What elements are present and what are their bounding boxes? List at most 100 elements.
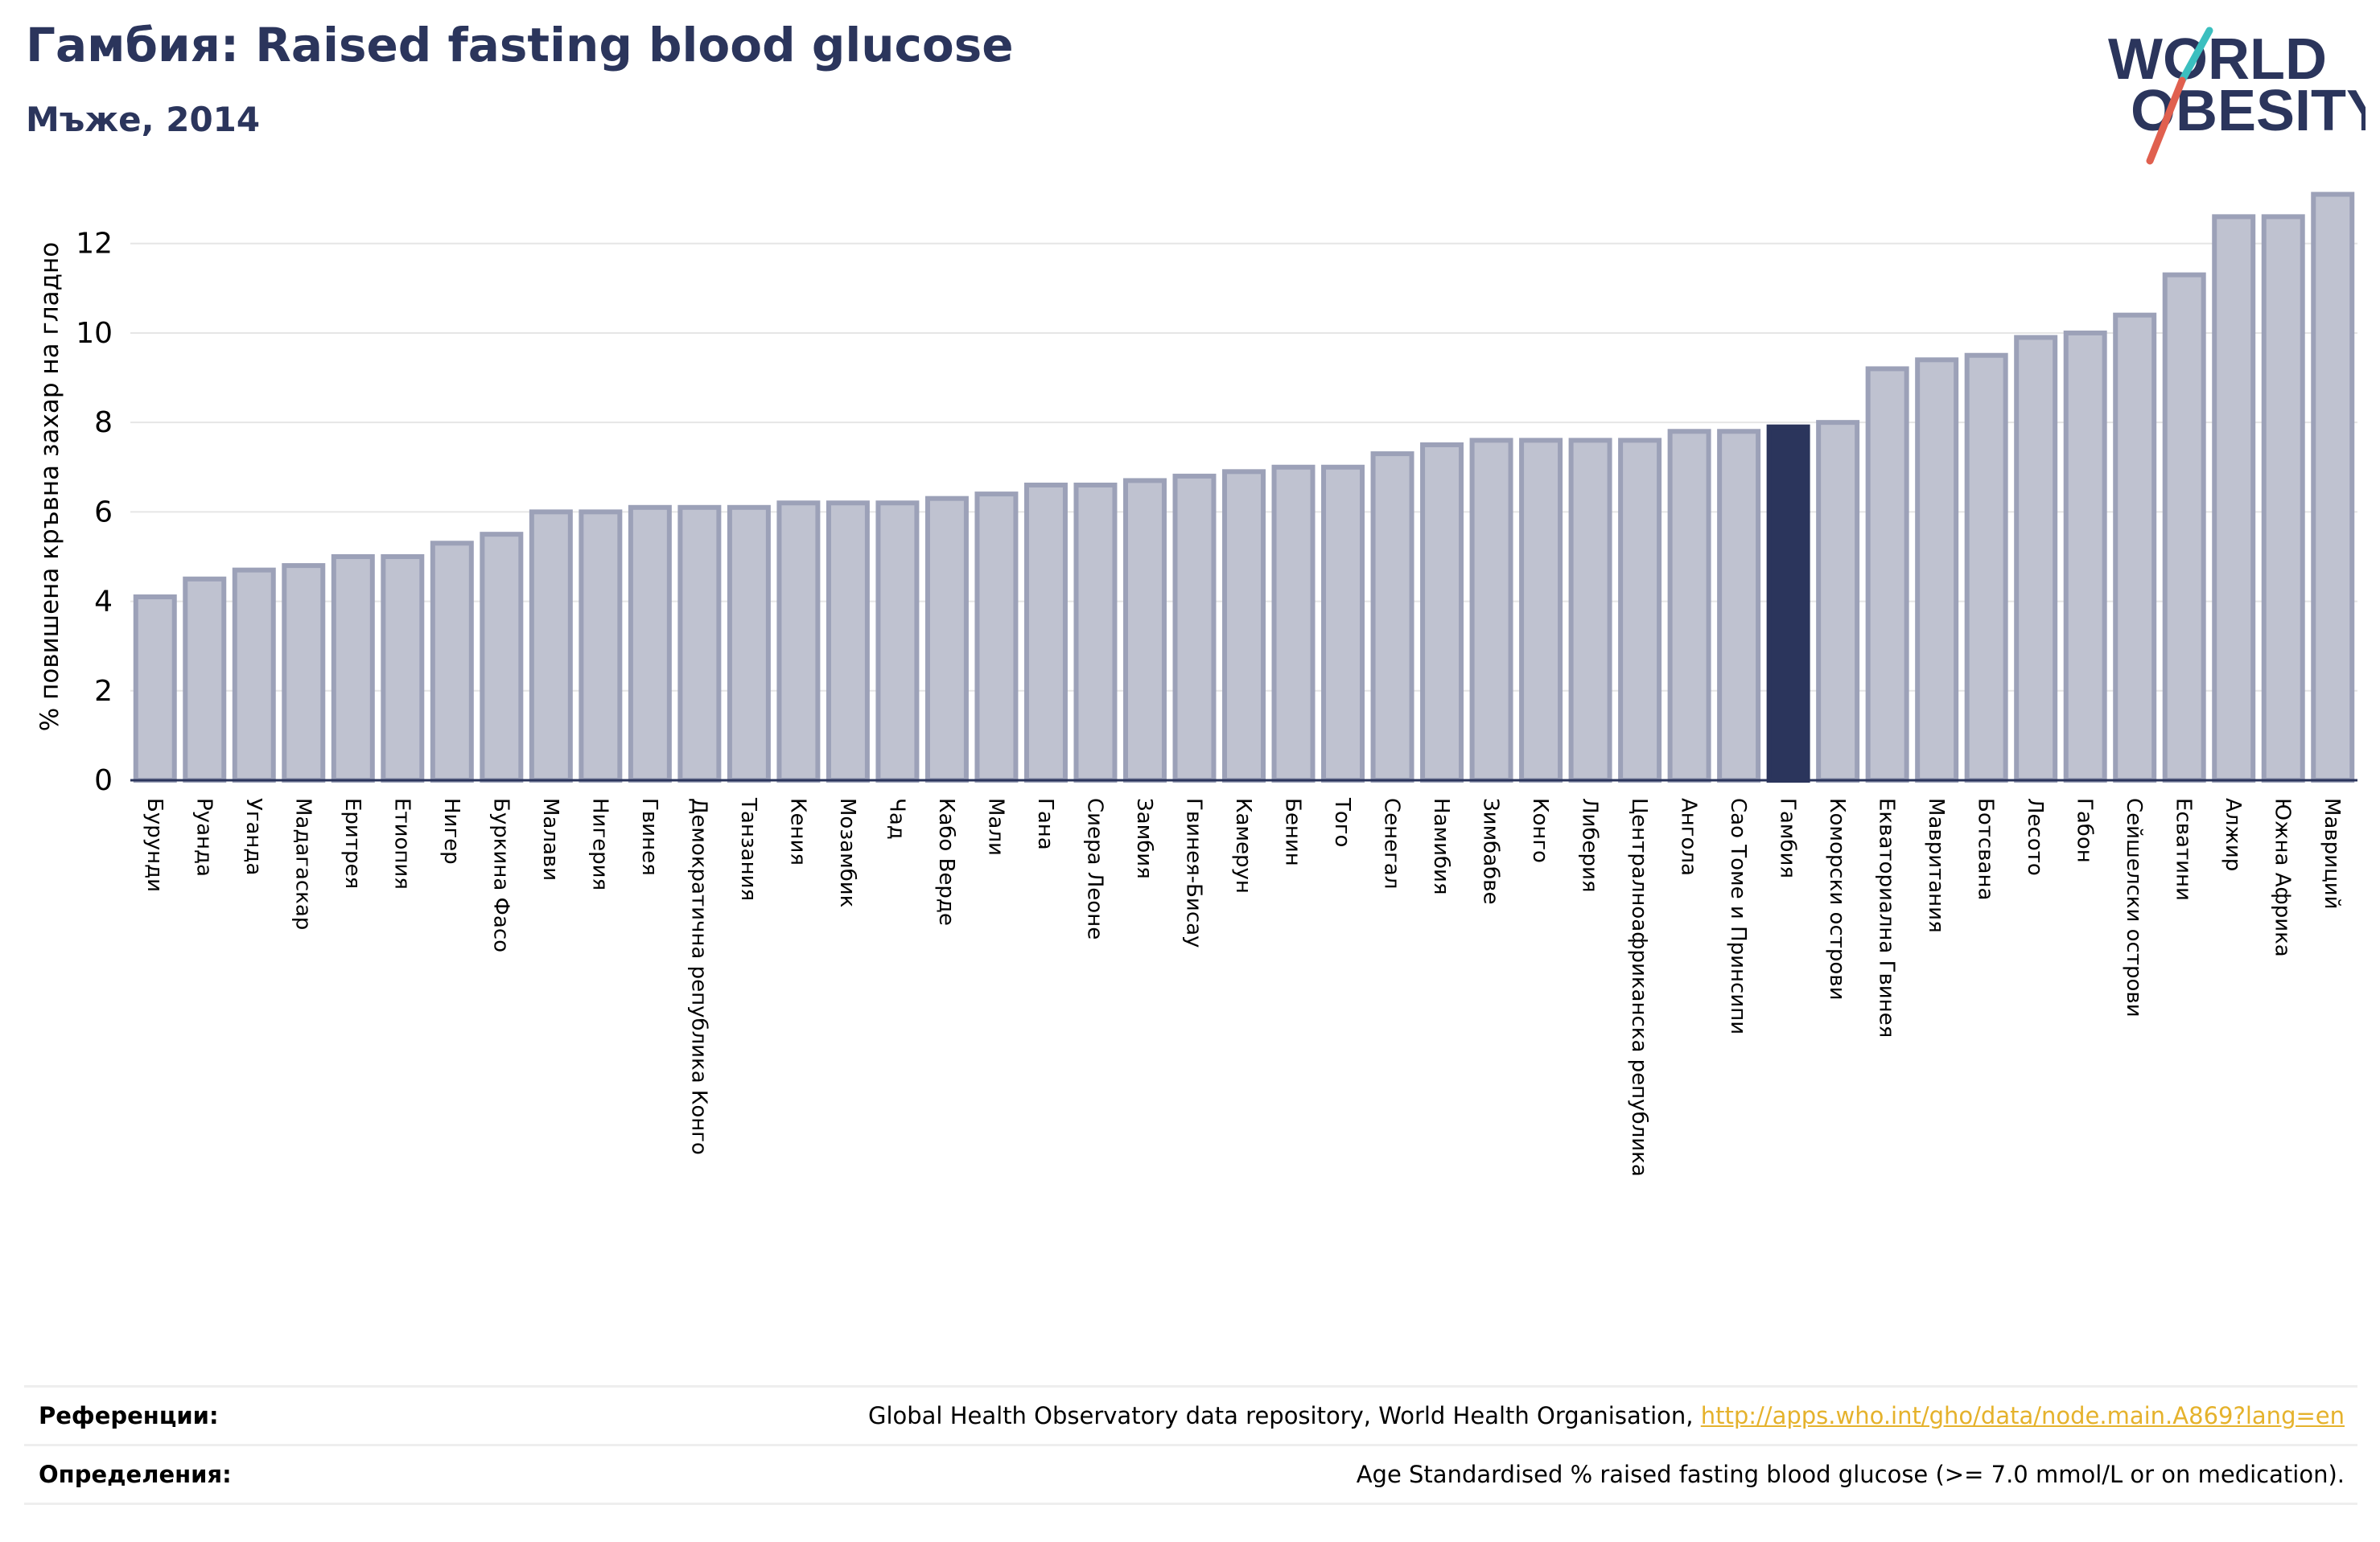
bar xyxy=(1271,464,1316,783)
bar xyxy=(974,491,1019,783)
x-tick-label: Южна Африка xyxy=(2271,798,2295,957)
x-tick-label: Нигер xyxy=(439,798,463,865)
references-row: Референции: Global Health Observatory da… xyxy=(24,1385,2357,1444)
bar xyxy=(282,563,326,783)
y-tick-label: 10 xyxy=(76,317,113,350)
y-tick-label: 6 xyxy=(94,495,113,528)
x-tick-label: Гвинея xyxy=(637,798,661,876)
bar xyxy=(1568,438,1612,783)
x-tick-label: Либерия xyxy=(1578,798,1602,893)
x-tick-label: Гвинея-Бисау xyxy=(1181,798,1205,948)
bar-chart: 0 2 4 6 8 10 12 Бурунди Руанда Уганда Мадагаскар Е… xyxy=(35,191,2357,1177)
x-tick-label: Малави xyxy=(538,798,562,881)
x-tick-label: Буркина Фасо xyxy=(488,798,513,952)
bar xyxy=(1766,424,1810,783)
x-tick-label: Коморски острови xyxy=(1825,798,1849,1001)
page-title: Гамбия: Raised fasting blood glucose xyxy=(26,18,1014,72)
bar xyxy=(677,504,722,783)
x-tick-label: Демократична република Конго xyxy=(686,798,710,1155)
x-tick-label: Того xyxy=(1330,797,1354,847)
x-tick-label: Гана xyxy=(1033,798,1057,850)
x-tick-label: Руанда xyxy=(191,798,216,877)
x-tick-label: Етиопия xyxy=(389,798,414,890)
y-tick-label: 8 xyxy=(94,406,113,439)
y-tick-label: 0 xyxy=(94,764,113,797)
x-tick-label: Сенегал xyxy=(1380,798,1404,889)
logo-line1: WORLD xyxy=(2108,27,2327,92)
bar xyxy=(1222,469,1266,783)
bar xyxy=(1667,429,1711,783)
x-tick-label: Мавритания xyxy=(1924,798,1948,933)
bar xyxy=(1618,438,1662,783)
x-tick-label: Конго xyxy=(1528,798,1552,863)
x-tick-label: Мали xyxy=(983,798,1007,856)
x-tick-label: Нигерия xyxy=(587,798,611,890)
x-tick-label: Централноафриканска република xyxy=(1627,798,1651,1177)
x-tick-label: Екваториална Гвинея xyxy=(1875,798,1899,1038)
bar xyxy=(1964,352,2008,783)
x-tick-label: Танзания xyxy=(736,797,760,901)
bar xyxy=(1073,483,1118,783)
bar xyxy=(2311,191,2355,783)
references-link[interactable]: http://apps.who.int/gho/data/node.main.A… xyxy=(1700,1402,2345,1429)
x-tick-label: Ангола xyxy=(1677,798,1701,876)
x-tick-label: Бурунди xyxy=(142,798,167,892)
references-value: Global Health Observatory data repositor… xyxy=(868,1402,2357,1429)
x-tick-label: Чад xyxy=(884,798,908,840)
x-tick-label: Кения xyxy=(785,798,809,866)
x-tick-label: Еритрея xyxy=(340,798,364,889)
bar xyxy=(1023,483,1068,783)
x-tick-label: Мадагаскар xyxy=(290,798,315,930)
definitions-label: Определения: xyxy=(39,1461,232,1488)
bar xyxy=(1816,420,1860,783)
x-tick-label: Гамбия xyxy=(1776,798,1800,878)
bar xyxy=(133,594,177,783)
bar xyxy=(776,500,821,783)
x-tick-label: Есватини xyxy=(2172,798,2196,901)
bar xyxy=(331,553,375,783)
bar xyxy=(1420,442,1464,783)
world-obesity-logo: WORLD OBESITY xyxy=(2108,27,2366,165)
bar xyxy=(183,576,227,783)
x-tick-label: Замбия xyxy=(1132,798,1156,879)
y-tick-label: 4 xyxy=(94,586,113,619)
x-tick-label: Габон xyxy=(2073,798,2097,863)
bar xyxy=(232,567,276,783)
x-tick-label: Сейшелски острови xyxy=(2122,798,2146,1018)
references-text: Global Health Observatory data repositor… xyxy=(867,1402,1701,1429)
bar xyxy=(1122,478,1167,783)
bar xyxy=(2261,214,2305,783)
bar xyxy=(1717,429,1761,783)
x-tick-label: Намибия xyxy=(1429,798,1453,895)
x-tick-label: Ботсвана xyxy=(1974,798,1998,900)
y-tick-label: 12 xyxy=(76,228,113,261)
bar xyxy=(628,504,672,783)
bar xyxy=(579,509,623,783)
x-tick-label: Алжир xyxy=(2221,798,2245,871)
bar xyxy=(727,504,771,783)
bar xyxy=(2113,312,2157,783)
bar xyxy=(924,495,969,783)
bar xyxy=(2014,335,2058,783)
x-tick-label: Зимбабве xyxy=(1479,798,1503,905)
footer-references: Референции: Global Health Observatory da… xyxy=(24,1385,2357,1505)
bar xyxy=(430,541,474,783)
bar xyxy=(875,500,920,783)
bar xyxy=(381,553,425,783)
x-tick-label: Мозамбик xyxy=(835,798,859,907)
references-label: Референции: xyxy=(39,1402,219,1429)
x-tick-label: Сао Томе и Принсипи xyxy=(1726,798,1750,1034)
logo-slash-teal xyxy=(2178,27,2213,84)
definitions-row: Определения: Age Standardised % raised f… xyxy=(24,1444,2357,1505)
bar xyxy=(1865,366,1909,783)
x-tick-label: Кабо Верде xyxy=(934,798,958,926)
bar xyxy=(2162,272,2206,783)
x-tick-label: Камерун xyxy=(1231,798,1255,894)
bar xyxy=(826,500,870,783)
x-tick-label: Сиера Леоне xyxy=(1082,798,1106,940)
x-tick-label: Лесото xyxy=(2023,798,2047,876)
y-axis-label: % повишена кръвна захар на гладно xyxy=(35,242,64,731)
x-tick-label: Бенин xyxy=(1281,798,1305,866)
axes: 0 2 4 6 8 10 12 xyxy=(76,228,2357,797)
bar xyxy=(2212,214,2256,783)
